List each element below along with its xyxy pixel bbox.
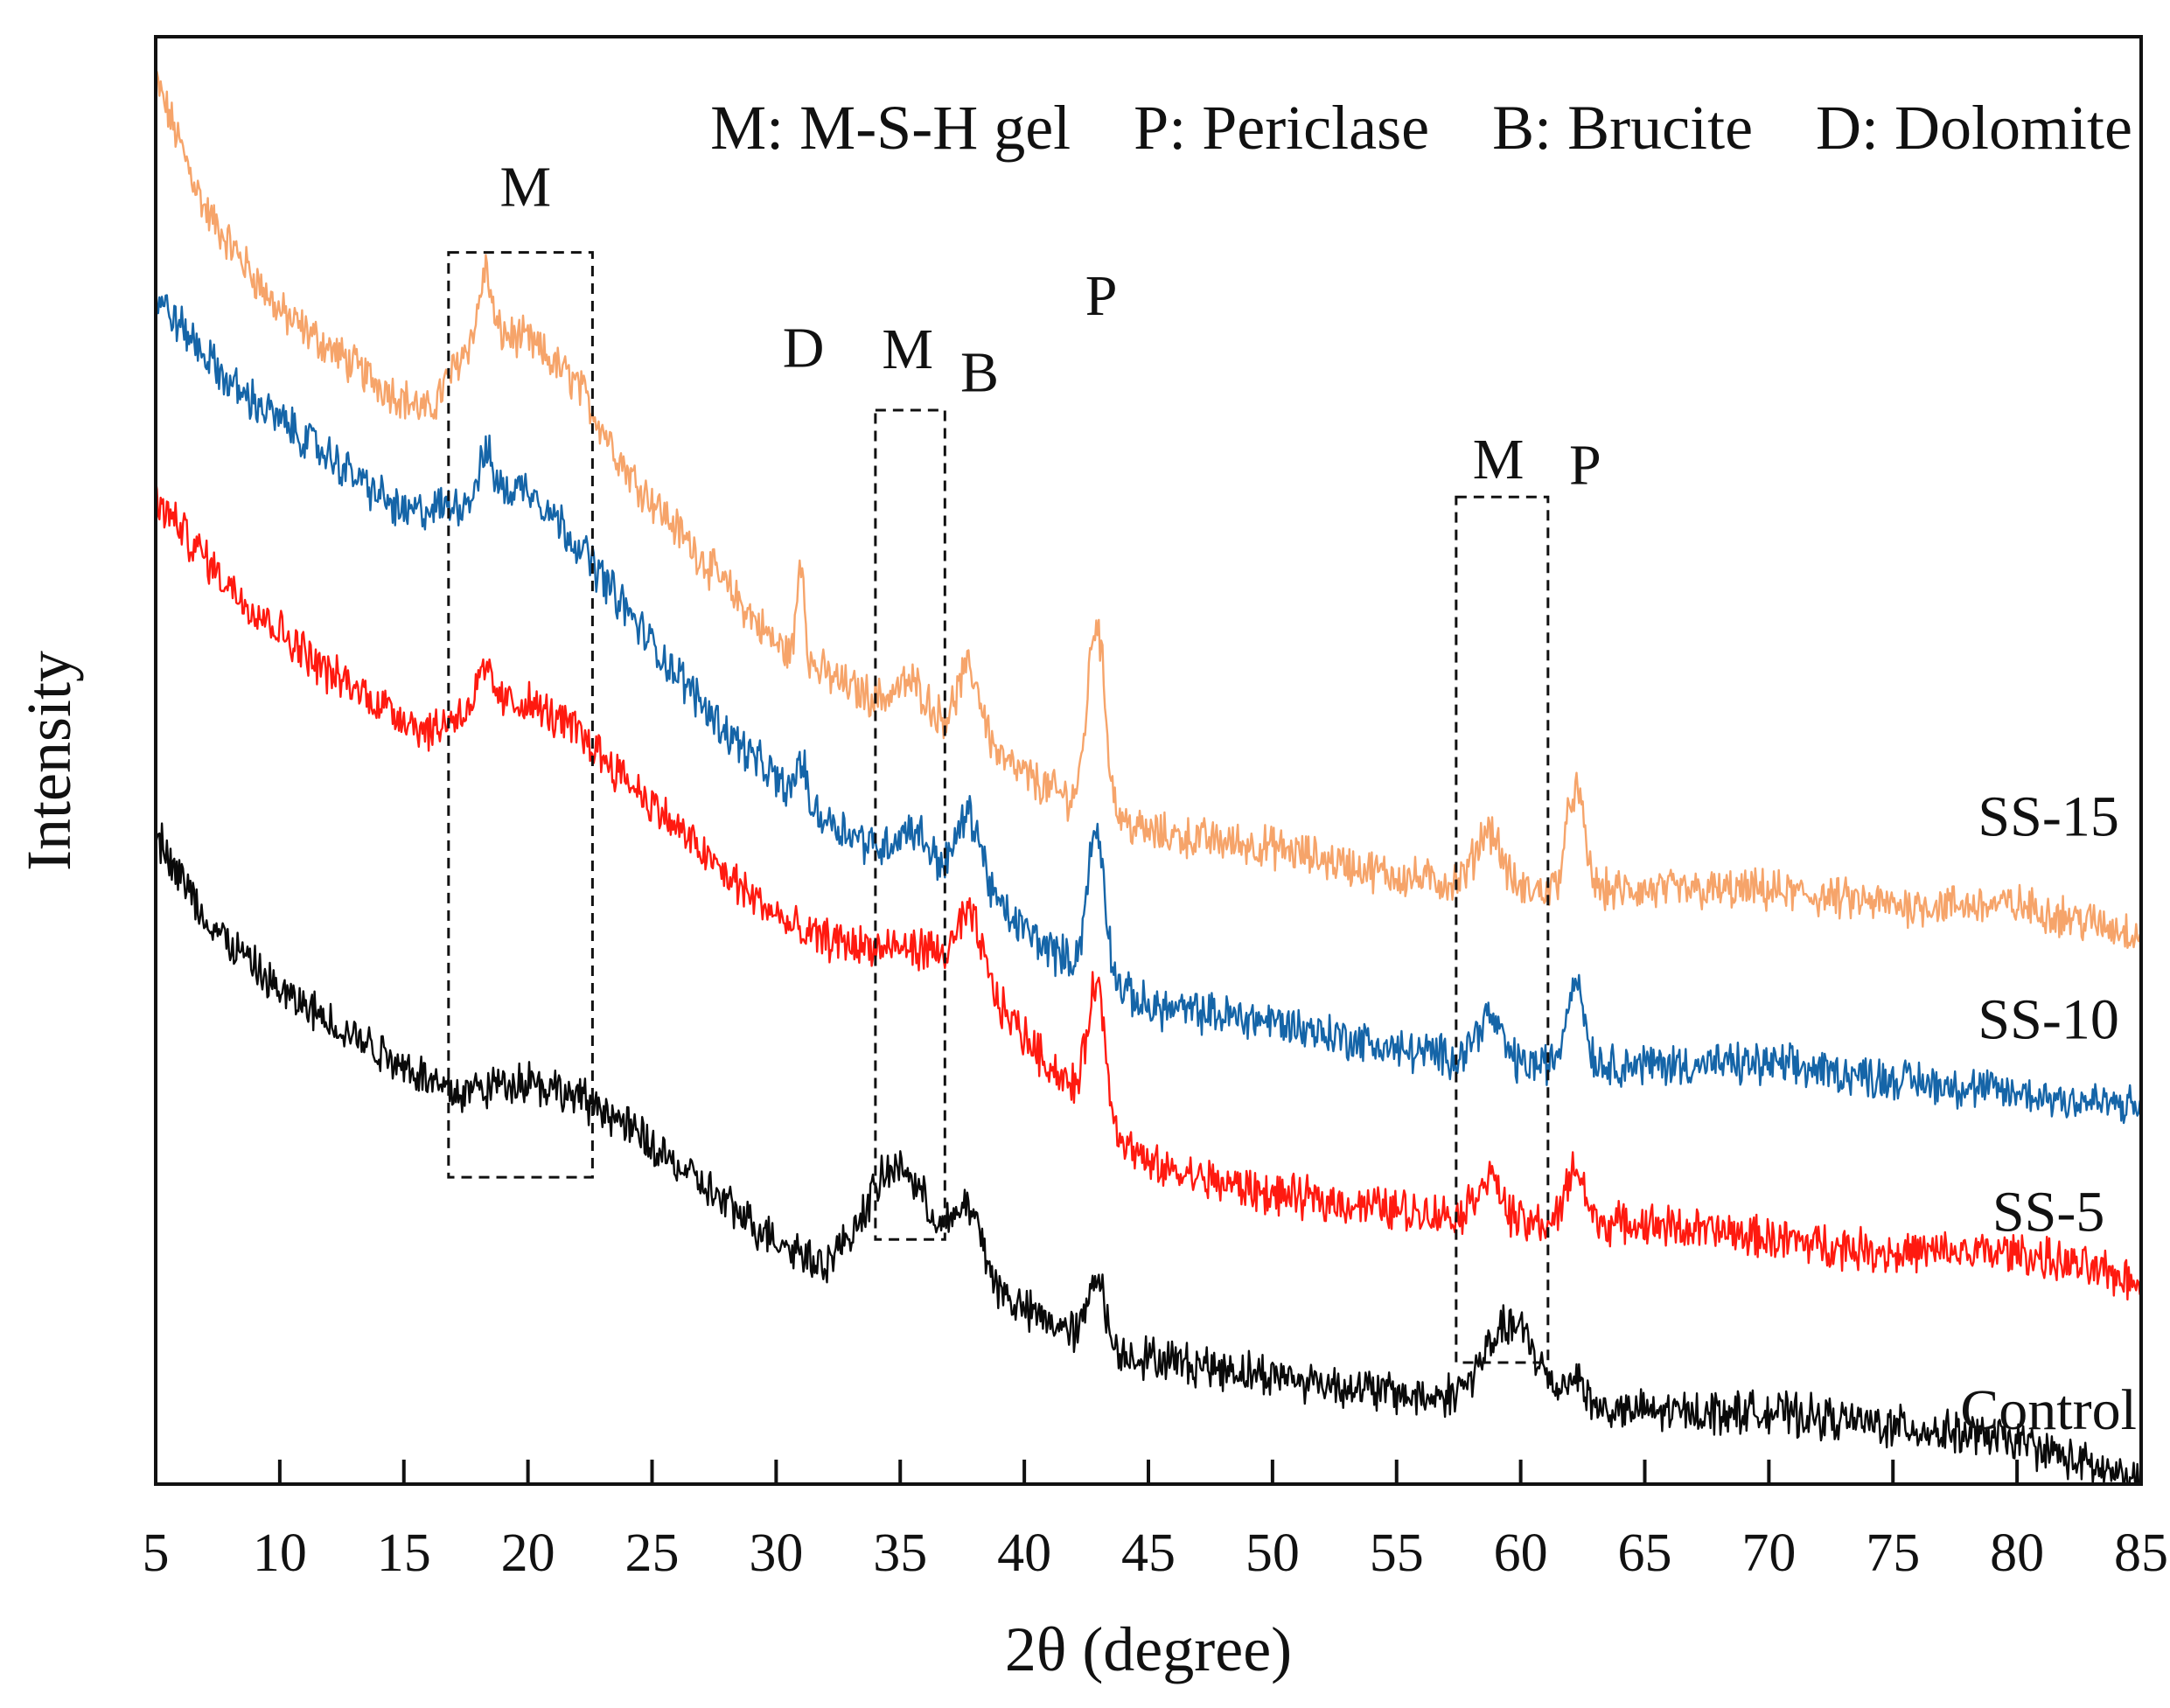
x-axis: 5 10 15 20 25 30 35 40 45 50 55 60 65 70 75 80 85 (143, 1460, 2168, 1583)
M-box-2 (874, 408, 946, 1241)
x-tick-label: 15 (377, 1523, 431, 1583)
x-tick-label: 55 (1370, 1523, 1424, 1583)
x-tick-label: 75 (1866, 1523, 1920, 1583)
annotation-box-layer (447, 251, 1550, 1364)
plot-frame (154, 35, 2143, 1486)
series-layer (156, 70, 2141, 1484)
x-tick-label: 70 (1741, 1523, 1796, 1583)
series-line-ss-5 (156, 480, 2141, 1301)
series-label: SS-15 (1978, 785, 2118, 849)
x-tick-label: 45 (1121, 1523, 1176, 1583)
peak-label: B (960, 340, 999, 404)
x-tick-label: 25 (625, 1523, 680, 1583)
series-label: SS-5 (1992, 1180, 2104, 1244)
peak-label: M (499, 156, 551, 220)
peak-label: M (1473, 428, 1525, 491)
x-tick-label: 35 (873, 1523, 927, 1583)
series-label: SS-10 (1978, 987, 2118, 1051)
peak-label: M (882, 317, 933, 381)
M-box-1 (447, 251, 594, 1179)
x-tick-label: 50 (1245, 1523, 1300, 1583)
x-tick-label: 20 (501, 1523, 555, 1583)
x-tick-label: 80 (1990, 1523, 2044, 1583)
y-axis-label: Intensity (14, 651, 84, 871)
peak-label: P (1569, 433, 1601, 497)
x-tick-label: 40 (997, 1523, 1051, 1583)
series-line-ss-10 (156, 283, 2141, 1125)
series-label: Control (1960, 1378, 2137, 1442)
peak-label: P (1085, 264, 1118, 328)
x-tick-label: 10 (253, 1523, 307, 1583)
x-tick-label: 85 (2114, 1523, 2168, 1583)
x-axis-label: 2θ (degree) (1005, 1614, 1292, 1684)
x-tick-label: 65 (1618, 1523, 1672, 1583)
series-line-ss-15 (156, 70, 2141, 949)
legend: M: M-S-H gel P: Periclase B: Brucite D: … (710, 93, 2132, 163)
x-tick-label: 5 (143, 1523, 170, 1583)
x-tick-label: 60 (1494, 1523, 1548, 1583)
series-line-control (156, 822, 2141, 1484)
M-box-3 (1455, 495, 1550, 1364)
peak-label: D (783, 316, 825, 380)
x-tick-label: 30 (749, 1523, 803, 1583)
